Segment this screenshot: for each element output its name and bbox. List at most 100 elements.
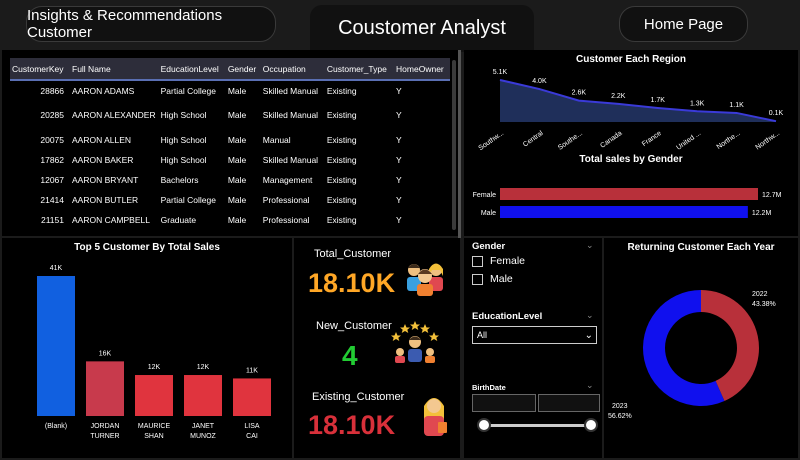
region-chart-panel: Customer Each Region 5.1K Southw... 4.0K Ce…: [464, 50, 798, 150]
gender-sales-panel: Total sales by Gender Female 12.7M Male 12.…: [464, 150, 798, 236]
region-data-label: 1.3K: [690, 100, 705, 107]
top5-bar-chart: 41K (Blank) 16K JORDAN TURNER 12K MAURICE SHAN 1…: [37, 265, 271, 440]
kpi-panel: Total_Customer 18.10K New_Customer 4 Exi…: [294, 238, 460, 458]
home-page-button[interactable]: Home Page: [619, 6, 748, 42]
panel-splitter: [458, 50, 461, 238]
new-customer-label: New_Customer: [316, 320, 392, 332]
top5-data-label: 41K: [50, 265, 63, 272]
education-slicer-chevron-icon[interactable]: ⌄: [586, 310, 594, 320]
top5-data-label: 11K: [246, 367, 258, 374]
birthdate-slider-start-handle[interactable]: [477, 418, 491, 432]
region-data-label: 0.1K: [769, 110, 784, 117]
table-cell: Existing: [326, 85, 357, 96]
table-cell: Skilled Manual: [262, 85, 319, 96]
top5-data-label: 16K: [99, 350, 112, 357]
region-area-fill: [500, 80, 776, 122]
table-cell: Y: [396, 110, 402, 120]
donut-chart-title: Returning Customer Each Year: [627, 242, 775, 253]
returning-customer-donut: 2022 43.38% 2023 56.62%: [608, 290, 776, 420]
donut-label-year: 2022: [752, 291, 768, 298]
region-category-label: Southe...: [557, 130, 584, 150]
region-data-label: 1.1K: [729, 102, 744, 109]
female-checkbox[interactable]: [472, 255, 483, 267]
gender-option-male[interactable]: Male: [472, 273, 513, 285]
table-cell: 17862: [40, 155, 64, 165]
table-cell: Partial College: [160, 195, 216, 205]
column-header[interactable]: CustomerKey: [10, 58, 70, 81]
column-header[interactable]: EducationLevel: [158, 58, 226, 81]
table-row[interactable]: 17862 AARON BAKER High School Male Skilled M…: [10, 150, 450, 170]
gender-bar-value: 12.7M: [762, 192, 782, 199]
table-cell: Graduate: [160, 215, 197, 225]
column-header[interactable]: Gender: [225, 58, 261, 81]
column-header[interactable]: Full Name: [70, 58, 159, 81]
existing-customer-label: Existing_Customer: [312, 391, 405, 403]
table-cell: AARON ALEXANDER: [72, 110, 156, 120]
table-row[interactable]: 21151 AARON CAMPBELL Graduate Male Professio…: [10, 210, 450, 230]
region-category-label: France: [641, 130, 663, 148]
table-cell: Existing: [326, 175, 357, 185]
birthdate-slicer-chevron-icon[interactable]: ⌄: [586, 380, 594, 390]
table-vertical-scrollbar[interactable]: [452, 60, 456, 230]
table-cell: High School: [160, 135, 207, 145]
donut-slice: [701, 290, 759, 402]
table-row[interactable]: 20285 AARON ALEXANDER High School Male Skill…: [10, 100, 450, 130]
table-row[interactable]: 21414 AARON BUTLER Partial College Male Prof…: [10, 190, 450, 210]
customer-group-icon: [407, 263, 443, 296]
top5-bar: [233, 378, 271, 416]
top5-category-label: JANET: [192, 423, 215, 430]
table-cell: Y: [396, 175, 402, 185]
customer-table-panel: CustomerKey Full Name EducationLevel Gender…: [2, 50, 458, 236]
male-checkbox[interactable]: [472, 273, 483, 285]
region-data-label: 2.2K: [611, 93, 626, 100]
table-cell: Existing: [326, 135, 357, 145]
region-category-label: Southw...: [478, 130, 506, 150]
column-header[interactable]: Customer_Type: [324, 58, 395, 81]
region-category-label: Canada: [599, 130, 623, 150]
gender-slicer-chevron-icon[interactable]: ⌄: [586, 240, 594, 250]
region-category-label: Central: [522, 130, 545, 149]
insights-button-label: Insights & Recommendations Customer: [27, 7, 223, 41]
top5-chart-panel: Top 5 Customer By Total Sales 41K (Blank)…: [2, 238, 292, 458]
top5-category-label: MAURICE: [138, 423, 171, 430]
table-cell: Professional: [262, 195, 310, 205]
top5-category-label: JORDAN: [91, 423, 120, 430]
gender-sales-title: Total sales by Gender: [579, 154, 683, 165]
table-cell: Skilled Manual: [262, 155, 319, 165]
new-customer-value: 4: [342, 340, 358, 371]
top5-category-label: TURNER: [90, 433, 119, 440]
table-row[interactable]: 12067 AARON BRYANT Bachelors Male Management…: [10, 170, 450, 190]
table-row[interactable]: 20075 AARON ALLEN High School Male Manual Exi…: [10, 130, 450, 150]
education-dropdown-value: All: [477, 330, 488, 340]
table-row[interactable]: 28866 AARON ADAMS Partial College Male Skill…: [10, 80, 450, 100]
table-cell: AARON CAMPBELL: [72, 215, 150, 225]
table-cell: High School: [160, 110, 207, 120]
table-cell: Male: [227, 215, 247, 225]
region-data-label: 5.1K: [493, 69, 508, 76]
top5-category-label: LISA: [244, 423, 260, 430]
table-cell: Male: [227, 85, 247, 96]
birthdate-start-input[interactable]: [472, 394, 536, 412]
birthdate-slider-track[interactable]: [484, 424, 592, 427]
table-cell: Male: [227, 135, 247, 145]
top5-bar: [86, 361, 124, 416]
birthdate-end-input[interactable]: [538, 394, 600, 412]
table-cell: High School: [160, 155, 207, 165]
column-header[interactable]: HomeOwner: [394, 58, 450, 81]
gender-option-female[interactable]: Female: [472, 255, 525, 267]
top5-data-label: 12K: [197, 364, 210, 371]
insights-recommendations-button[interactable]: Insights & Recommendations Customer: [26, 6, 276, 42]
top5-chart-title: Top 5 Customer By Total Sales: [74, 242, 220, 253]
table-cell: Existing: [326, 110, 357, 120]
education-dropdown[interactable]: All ⌄: [472, 326, 597, 344]
table-cell: Skilled Manual: [262, 110, 319, 120]
total-customer-value: 18.10K: [308, 268, 396, 298]
donut-label-pct: 43.38%: [752, 301, 776, 308]
column-header[interactable]: Occupation: [260, 58, 325, 81]
top5-data-label: 12K: [148, 364, 161, 371]
birthdate-slider-end-handle[interactable]: [584, 418, 598, 432]
slicer-panel: Gender ⌄ Female Male EducationLevel ⌄ Al…: [464, 238, 602, 458]
top5-category-label: SHAN: [144, 433, 163, 440]
gender-slicer-title: Gender: [472, 241, 506, 252]
table-cell: 20285: [40, 110, 64, 120]
